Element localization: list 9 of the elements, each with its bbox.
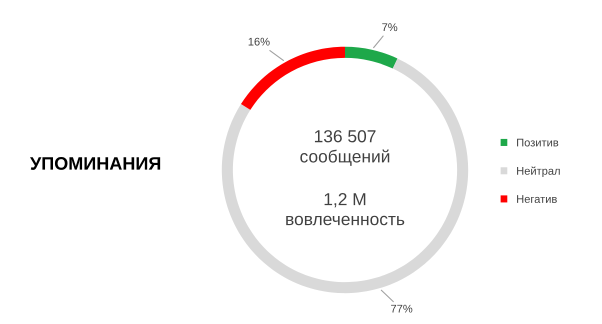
data-label: 77% xyxy=(391,304,412,313)
legend-label: Негатив xyxy=(517,195,557,203)
text: 136 507 сообщений xyxy=(300,130,390,166)
legend-label: Нейтрал xyxy=(517,166,560,177)
legend-label: Позитив xyxy=(517,138,558,146)
data-label: 16% xyxy=(248,38,270,46)
data-label: 7% xyxy=(382,23,398,32)
text: УПОМИНАНИЯ xyxy=(30,157,160,170)
text: 1,2 М вовлеченность xyxy=(286,193,404,226)
